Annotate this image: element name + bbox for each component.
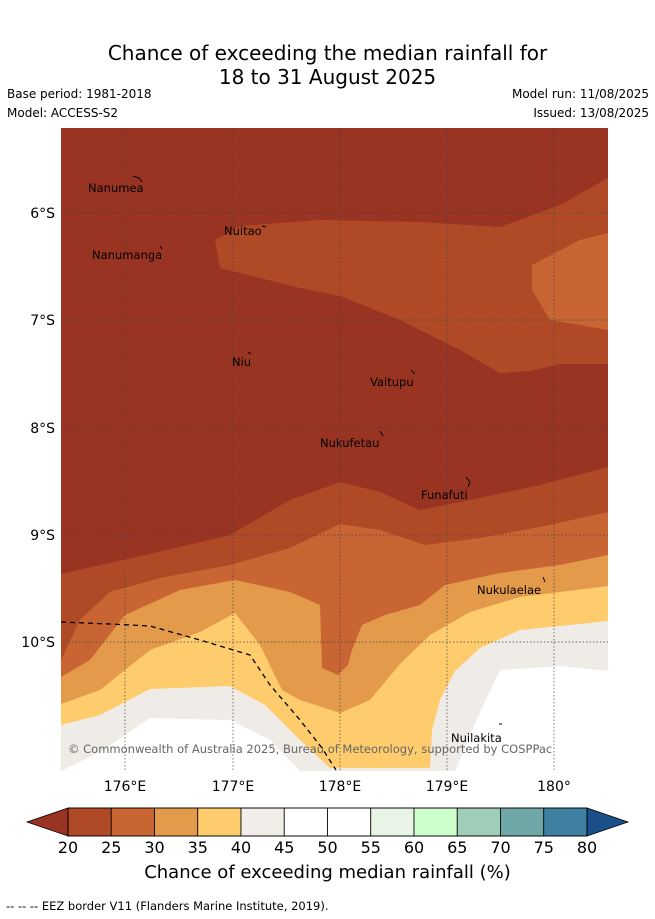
contour-50-55-south [61, 666, 608, 771]
lon-label-177e: 177°E [212, 779, 255, 795]
rainfall-contours: Nanumea Nuitao Nanumanga Niu Vaitupu Nuk… [61, 128, 608, 771]
colorbar-tick-20: 20 [58, 838, 78, 857]
colorbar-under-arrow [25, 807, 69, 837]
colorbar-over-arrow [586, 807, 630, 837]
colorbar-cell-30-35 [154, 807, 199, 837]
lat-label-9s: 9°S [30, 528, 55, 544]
colorbar-tick-25: 25 [101, 838, 121, 857]
colorbar-title: Chance of exceeding median rainfall (%) [144, 862, 511, 883]
place-nukufetau: Nukufetau [320, 436, 379, 450]
map-gridlines [61, 128, 608, 771]
issued-label: Issued: 13/08/2025 [533, 106, 649, 120]
lon-label-180: 180° [537, 779, 571, 795]
longitude-labels: 176°E 177°E 178°E 179°E 180° [104, 779, 571, 795]
model-run-label: Model run: 11/08/2025 [511, 87, 649, 101]
place-niu: Niu [232, 355, 251, 369]
colorbar-tick-65: 65 [447, 838, 467, 857]
colorbar-tick-80: 80 [577, 838, 597, 857]
colorbar-cell-75-80 [543, 807, 588, 837]
copyright-notice: © Commonwealth of Australia 2025, Bureau… [68, 742, 552, 756]
colorbar-cell-65-70 [456, 807, 501, 837]
lon-label-178e: 178°E [319, 779, 362, 795]
colorbar-tick-30: 30 [144, 838, 164, 857]
colorbar-tick-40: 40 [231, 838, 251, 857]
colorbar-cell-70-75 [500, 807, 545, 837]
map-title-line-2: 18 to 31 August 2025 [218, 65, 437, 89]
colorbar-tick-35: 35 [188, 838, 208, 857]
colorbar-cell-50-55 [327, 807, 372, 837]
colorbar: 20 25 30 35 40 45 50 55 60 65 70 75 80 [25, 807, 630, 857]
colorbar-cell-20-25 [67, 807, 112, 837]
colorbar-tick-45: 45 [274, 838, 294, 857]
lat-label-10s: 10°S [21, 635, 55, 651]
lat-label-8s: 8°S [30, 421, 55, 437]
colorbar-cell-45-50 [283, 807, 328, 837]
contour-30-35-north [532, 233, 608, 330]
map-title-line-1: Chance of exceeding the median rainfall … [107, 41, 548, 65]
place-nuitao: Nuitao [224, 224, 262, 238]
place-nuilakita: Nuilakita [451, 731, 502, 745]
lon-label-179e: 179°E [426, 779, 469, 795]
lat-label-7s: 7°S [30, 313, 55, 329]
colorbar-cell-25-30 [110, 807, 155, 837]
contour-25-30-north [215, 178, 608, 373]
place-nukulaelae: Nukulaelae [477, 583, 541, 597]
colorbar-cell-40-45 [240, 807, 285, 837]
colorbar-cell-35-40 [197, 807, 242, 837]
eez-border-line [61, 621, 337, 771]
colorbar-tick-60: 60 [404, 838, 424, 857]
colorbar-frame [67, 807, 588, 837]
latitude-labels: 6°S 7°S 8°S 9°S 10°S [21, 206, 55, 651]
colorbar-tick-55: 55 [361, 838, 381, 857]
place-funafuti: Funafuti [421, 488, 468, 502]
colorbar-tick-70: 70 [490, 838, 510, 857]
colorbar-cell-55-60 [370, 807, 415, 837]
colorbar-tick-50: 50 [317, 838, 337, 857]
island-shapes [132, 175, 546, 725]
lon-label-176e: 176°E [104, 779, 147, 795]
base-period-label: Base period: 1981-2018 [7, 87, 152, 101]
lat-label-6s: 6°S [30, 206, 55, 222]
eez-legend: -- -- -- EEZ border V11 (Flanders Marine… [6, 899, 329, 913]
place-nanumanga: Nanumanga [92, 248, 162, 262]
colorbar-cell-60-65 [413, 807, 458, 837]
colorbar-tick-75: 75 [534, 838, 554, 857]
model-label: Model: ACCESS-S2 [7, 106, 119, 120]
place-nanumea: Nanumea [88, 181, 144, 195]
place-vaitupu: Vaitupu [370, 375, 414, 389]
